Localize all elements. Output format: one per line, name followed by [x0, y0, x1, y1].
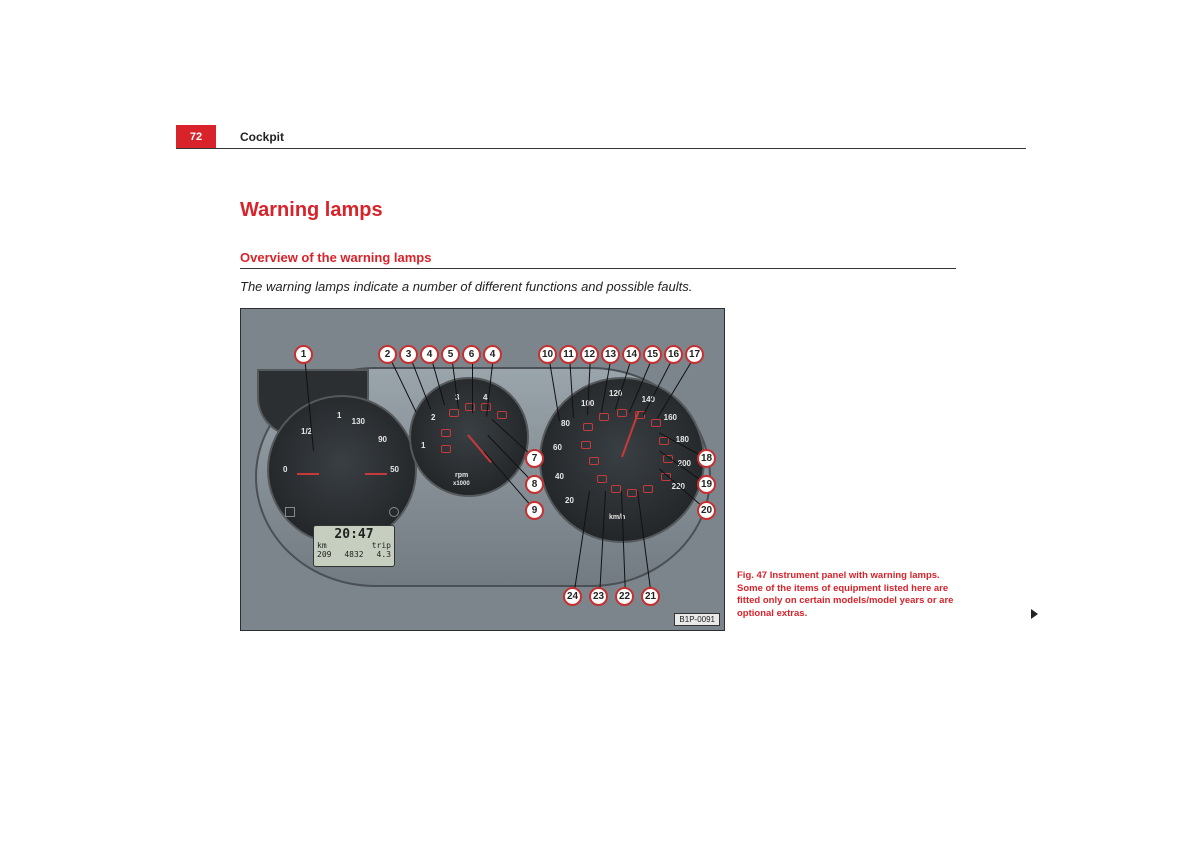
- heading-2: Overview of the warning lamps: [240, 250, 956, 269]
- callout-6: 6: [462, 345, 481, 364]
- callout-11: 11: [559, 345, 578, 364]
- callout-16: 16: [664, 345, 683, 364]
- manual-page: 72 Cockpit Warning lamps Overview of the…: [176, 125, 1026, 631]
- tick: 80: [561, 419, 570, 428]
- lcd-display: 20:47 km trip 209 4832 4.3: [313, 525, 395, 567]
- callout-4: 4: [420, 345, 439, 364]
- tick: x1000: [453, 481, 470, 487]
- callout-14: 14: [622, 345, 641, 364]
- tick: 200: [678, 459, 691, 468]
- fuel-icon: [285, 507, 295, 517]
- warning-lamp-icon: [589, 457, 599, 465]
- callout-17: 17: [685, 345, 704, 364]
- callout-22: 22: [615, 587, 634, 606]
- section-title: Cockpit: [216, 125, 284, 148]
- warning-lamp-icon: [617, 409, 627, 417]
- warning-lamp-icon: [627, 489, 637, 497]
- warning-lamp-icon: [599, 413, 609, 421]
- callout-21: 21: [641, 587, 660, 606]
- callout-19: 19: [697, 475, 716, 494]
- warning-lamp-icon: [449, 409, 459, 417]
- lcd-km: 209: [317, 551, 331, 560]
- callout-7: 7: [525, 449, 544, 468]
- warning-lamp-icon: [441, 429, 451, 437]
- page-content: Warning lamps Overview of the warning la…: [176, 149, 1026, 631]
- tick: 0: [283, 465, 287, 474]
- instrument-panel-figure: 0 1/2 1 50 90 130 20:47 km: [240, 308, 725, 631]
- warning-lamp-icon: [651, 419, 661, 427]
- image-reference: B1P-0091: [674, 613, 720, 626]
- callout-10: 10: [538, 345, 557, 364]
- tick: 1: [421, 441, 425, 450]
- callout-15: 15: [643, 345, 662, 364]
- figure-caption: Fig. 47 Instrument panel with warning la…: [737, 570, 962, 631]
- intro-text: The warning lamps indicate a number of d…: [240, 279, 1026, 294]
- tick: 1: [337, 411, 341, 420]
- page-number: 72: [176, 125, 216, 148]
- heading-1: Warning lamps: [240, 199, 1026, 222]
- needle: [297, 473, 319, 475]
- callout-2: 2: [378, 345, 397, 364]
- continuation-arrow-icon: [1031, 609, 1038, 619]
- tick: 60: [553, 443, 562, 452]
- callout-18: 18: [697, 449, 716, 468]
- callout-12: 12: [580, 345, 599, 364]
- lcd-trip: 4.3: [377, 551, 391, 560]
- warning-lamp-icon: [441, 445, 451, 453]
- callout-4: 4: [483, 345, 502, 364]
- callout-20: 20: [697, 501, 716, 520]
- warning-lamp-icon: [581, 441, 591, 449]
- tick: 20: [565, 496, 574, 505]
- tick: 40: [555, 472, 564, 481]
- warning-lamp-icon: [583, 423, 593, 431]
- page-header: 72 Cockpit: [176, 125, 1026, 149]
- callout-3: 3: [399, 345, 418, 364]
- tick: 160: [664, 413, 677, 422]
- fuel-temp-gauge: 0 1/2 1 50 90 130 20:47 km: [267, 395, 417, 545]
- callout-8: 8: [525, 475, 544, 494]
- tick: 2: [431, 413, 435, 422]
- figure-row: 0 1/2 1 50 90 130 20:47 km: [240, 308, 1026, 631]
- warning-lamp-icon: [465, 403, 475, 411]
- needle: [365, 473, 387, 475]
- warning-lamp-icon: [643, 485, 653, 493]
- lcd-odo: 4832: [344, 551, 363, 560]
- callout-9: 9: [525, 501, 544, 520]
- warning-lamp-icon: [497, 411, 507, 419]
- needle: [467, 434, 492, 463]
- tick: 50: [390, 465, 399, 474]
- tick: 90: [378, 435, 387, 444]
- callout-23: 23: [589, 587, 608, 606]
- callout-5: 5: [441, 345, 460, 364]
- callout-1: 1: [294, 345, 313, 364]
- lcd-time: 20:47: [317, 528, 391, 542]
- callout-24: 24: [563, 587, 582, 606]
- warning-lamp-icon: [611, 485, 621, 493]
- temp-icon: [389, 507, 399, 517]
- callout-13: 13: [601, 345, 620, 364]
- gauge-cluster: 0 1/2 1 50 90 130 20:47 km: [255, 367, 711, 587]
- warning-lamp-icon: [597, 475, 607, 483]
- tick: rpm: [455, 472, 468, 479]
- tick: 130: [352, 417, 365, 426]
